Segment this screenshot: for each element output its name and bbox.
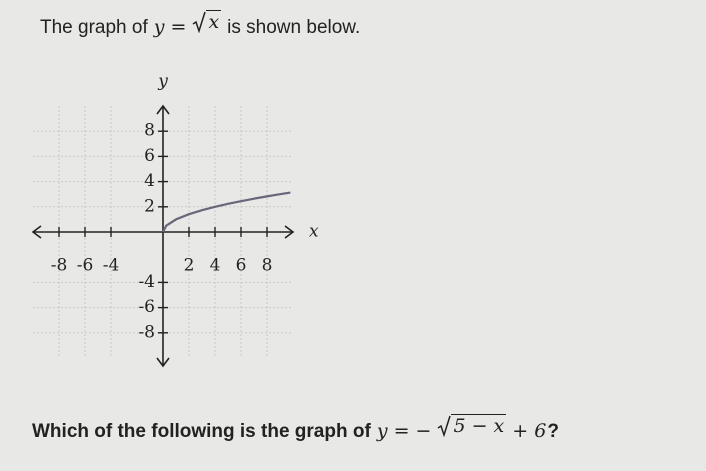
y-tick-label: -8 — [138, 322, 155, 342]
math: y = — [153, 16, 187, 38]
radical: x — [192, 10, 222, 33]
y-tick-label: -4 — [138, 272, 155, 292]
axis-label: x — [309, 222, 319, 242]
arrow — [156, 357, 170, 368]
arrow — [31, 225, 42, 239]
x-tick-label: 2 — [184, 256, 195, 276]
y-tick-label: 8 — [144, 121, 155, 141]
radicand: 5 − x — [451, 414, 507, 437]
x-tick-label: 8 — [262, 256, 273, 276]
curve — [162, 191, 291, 233]
question-text: ? — [547, 421, 559, 442]
intro-text: The graph of — [40, 17, 148, 38]
math: + 6 — [512, 420, 547, 442]
intro-text: is shown below. — [227, 17, 361, 38]
x-tick-label: -6 — [77, 256, 94, 276]
arrow — [156, 104, 170, 115]
x-tick-label: -8 — [51, 256, 68, 276]
x-tick-label: 4 — [210, 256, 221, 276]
radical: 5 − x — [437, 414, 507, 437]
x-tick-label: 6 — [236, 256, 247, 276]
x-tick-label: -4 — [103, 256, 120, 276]
y-tick-label: 6 — [144, 146, 155, 166]
axis-label: y — [157, 72, 168, 92]
y-tick-label: -6 — [138, 297, 155, 317]
question: Which of the following is the graph of y… — [32, 414, 559, 443]
math: y = − — [376, 420, 432, 442]
y-tick-label: 4 — [144, 171, 155, 191]
arrow — [284, 225, 295, 239]
question-text: Which of the following is the graph of — [32, 421, 371, 442]
radicand: x — [206, 10, 222, 33]
intro: The graph of y = x is shown below. — [40, 10, 360, 39]
y-tick-label: 2 — [144, 196, 155, 216]
